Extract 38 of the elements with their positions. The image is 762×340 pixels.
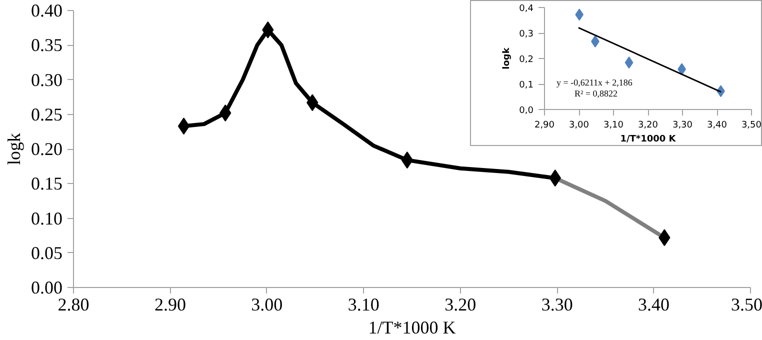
x-tick-label: 2.80 xyxy=(58,294,90,314)
x-tick-label: 3,00 xyxy=(568,120,590,130)
x-tick-label: 3,20 xyxy=(638,120,658,130)
y-tick-label: 0.40 xyxy=(31,0,62,20)
y-tick-label: 0,1 xyxy=(519,80,534,90)
x-tick-label: 3,30 xyxy=(672,120,693,130)
x-tick-label: 3.30 xyxy=(541,294,573,314)
y-tick-label: 0.00 xyxy=(31,278,62,298)
y-tick-label: 0,3 xyxy=(519,30,534,40)
x-tick-label: 3,50 xyxy=(741,120,762,130)
y-tick-label: 0.25 xyxy=(31,104,62,124)
y-tick-label: 0,4 xyxy=(519,4,534,14)
y-tick-label: 0.35 xyxy=(31,35,62,56)
point xyxy=(575,8,584,21)
x-tick-label: 3.50 xyxy=(731,294,762,314)
annotation: y = -0,6211x + 2,186 xyxy=(556,78,633,88)
x-tick-label: 3,10 xyxy=(603,120,624,130)
x-tick-label: 3.00 xyxy=(251,294,283,314)
x-tick-label: 3.20 xyxy=(444,294,476,314)
y-tick-label: 0,0 xyxy=(519,106,534,116)
x-tick-label: 3.40 xyxy=(638,294,670,314)
y-tick-label: 0.15 xyxy=(31,174,62,194)
x-tick-label: 3,40 xyxy=(706,120,728,130)
x-axis-title: 1/T*1000 K xyxy=(368,318,456,338)
y-axis-title: logk xyxy=(4,132,24,165)
point xyxy=(624,56,634,69)
y-tick-label: 0.10 xyxy=(31,208,62,228)
y-tick-label: 0,2 xyxy=(519,55,534,65)
x-tick-label: 3.10 xyxy=(348,294,380,314)
y-axis-title: logk xyxy=(502,46,512,70)
annotation: R² = 0,8822 xyxy=(574,88,618,98)
point xyxy=(178,118,190,135)
x-tick-label: 2.90 xyxy=(154,294,186,314)
x-tick-label: 2,90 xyxy=(534,120,555,130)
x-axis-title: 1/T*1000 K xyxy=(620,134,677,144)
y-tick-label: 0.30 xyxy=(31,70,62,90)
y-tick-label: 0.05 xyxy=(31,242,62,263)
y-tick-label: 0.20 xyxy=(31,139,62,159)
